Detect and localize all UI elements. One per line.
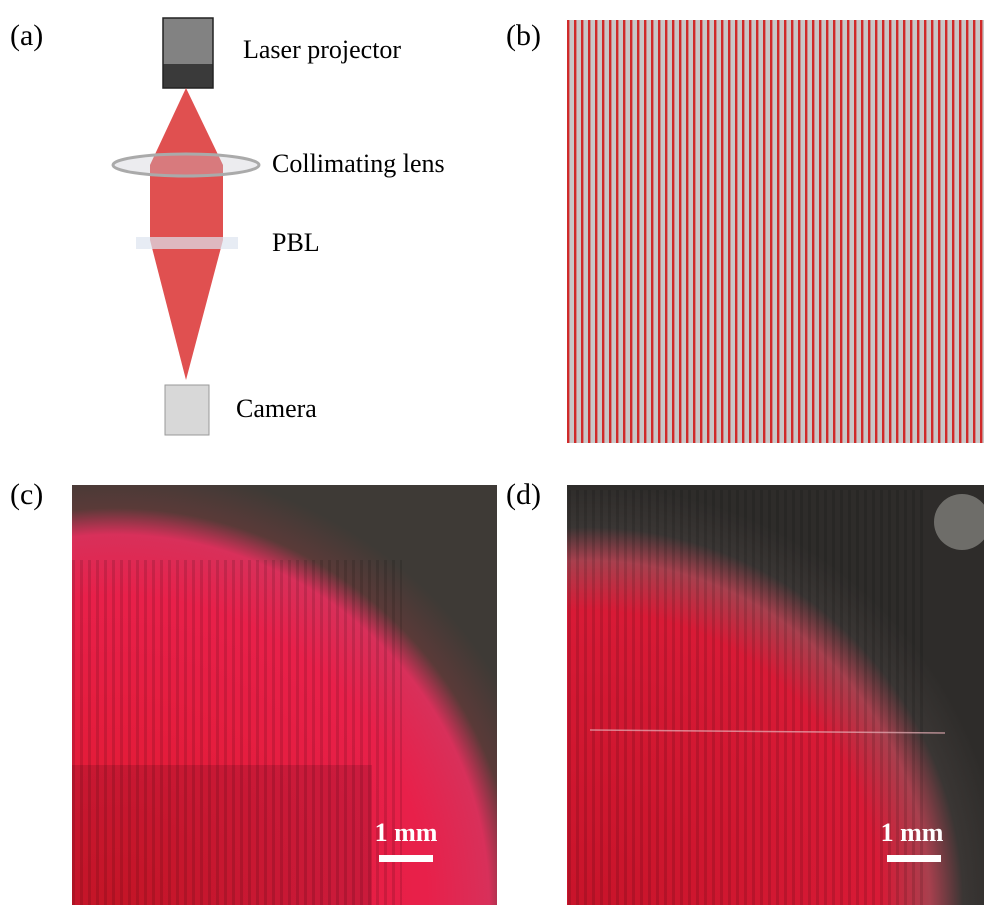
panel-label: (a) [10, 19, 43, 52]
photo-shade [72, 765, 372, 905]
projector [163, 18, 213, 66]
photo-d: (d) 1 mm [506, 478, 984, 905]
panel-label: (c) [10, 478, 43, 511]
stripes [567, 20, 984, 443]
panel-label: (d) [506, 478, 541, 511]
scale-bar [379, 855, 433, 862]
scale-bar [887, 855, 941, 862]
photo-c: (c) 1 mm [10, 478, 497, 905]
projector [163, 64, 213, 88]
scale-label: 1 mm [881, 818, 944, 847]
panel-label: (b) [506, 19, 541, 52]
setup-diagram: (a) Laser projector Collimating lens PBL… [10, 18, 445, 435]
pbl-label: PBL [272, 228, 320, 257]
camera [165, 385, 209, 435]
scale-label: 1 mm [375, 818, 438, 847]
figure: (a) Laser projector Collimating lens PBL… [0, 0, 984, 907]
photo-texture [567, 490, 927, 905]
beam [150, 88, 223, 380]
laser-label: Laser projector [243, 35, 401, 64]
pbl [136, 237, 238, 249]
fringe-pattern: (b) [506, 19, 984, 443]
lens [113, 154, 259, 176]
lens-label: Collimating lens [272, 149, 445, 178]
camera-label: Camera [236, 394, 317, 423]
